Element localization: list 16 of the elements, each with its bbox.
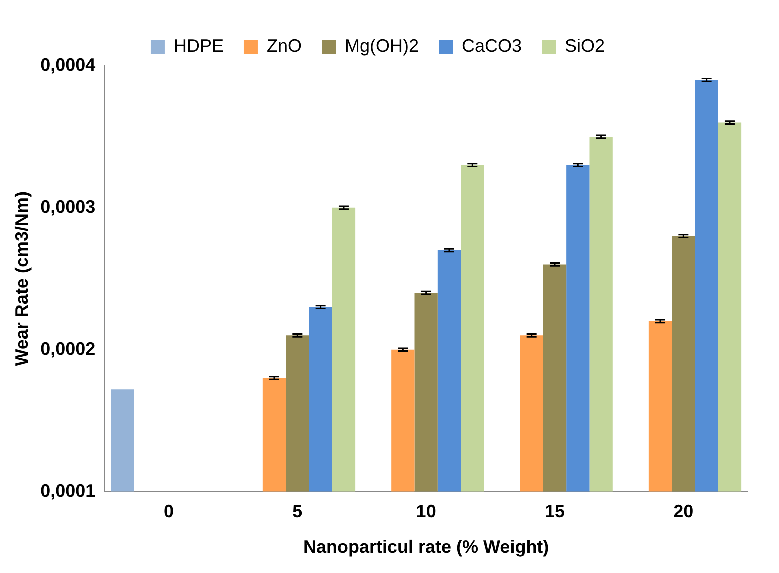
x-axis-title: Nanoparticul rate (% Weight) xyxy=(303,537,550,558)
y-axis-title: Wear Rate (cm3/Nm) xyxy=(12,192,32,366)
legend-label: SiO2 xyxy=(565,36,606,56)
y-tick-label: 0,0001 xyxy=(40,480,96,501)
y-tick-label: 0,0003 xyxy=(40,196,96,217)
x-tick-label: 15 xyxy=(544,502,566,522)
legend-label: HDPE xyxy=(174,36,224,56)
y-tick-label: 0,0004 xyxy=(40,54,96,75)
legend-label: ZnO xyxy=(266,36,302,56)
legend-label: CaCO3 xyxy=(462,36,522,56)
x-tick-label: 20 xyxy=(674,502,694,522)
y-tick-label: 0,0002 xyxy=(40,338,96,359)
x-tick-label: 10 xyxy=(416,502,436,522)
legend-label: Mg(OH)2 xyxy=(344,36,420,56)
x-tick-label: 5 xyxy=(292,502,303,522)
x-tick-label: 0 xyxy=(164,502,174,522)
